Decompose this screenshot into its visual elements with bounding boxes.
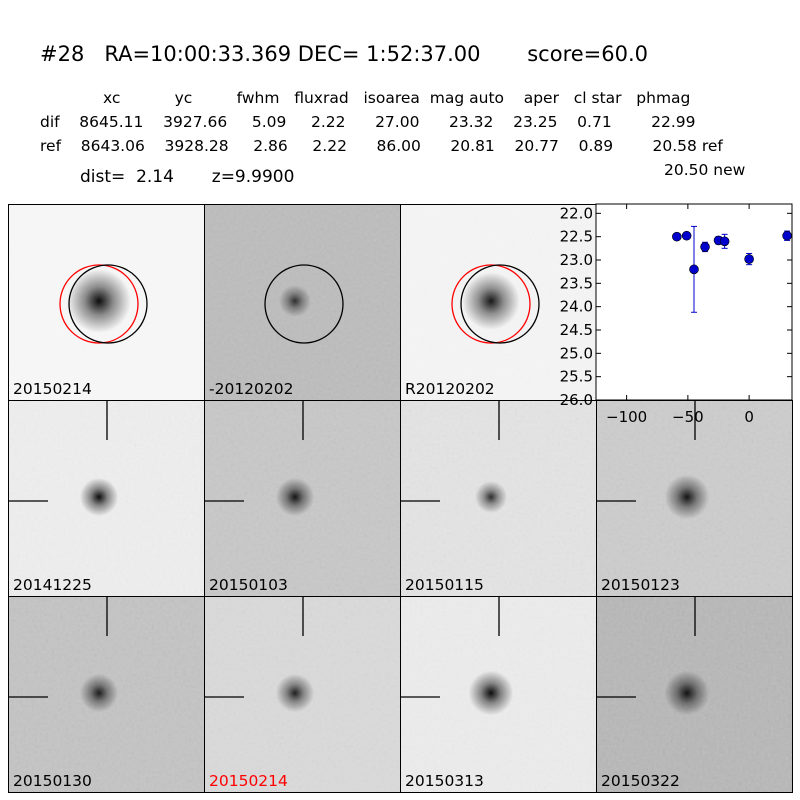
stamp-date-label: -20120202 <box>209 380 294 398</box>
source-blob <box>79 477 119 517</box>
image-stamp: 20150130 <box>8 596 205 793</box>
stamp-date-label: 20150214 <box>209 772 288 790</box>
image-stamp: 20150322 <box>596 596 793 793</box>
source-blob <box>664 474 710 520</box>
table-header: xc yc fwhm fluxrad isoarea mag auto aper… <box>103 89 691 107</box>
image-stamp: 20150103 <box>204 400 401 597</box>
stamp-date-label: 20150214 <box>13 380 92 398</box>
image-stamp: 20150214 <box>8 204 205 401</box>
y-tick-label: 23.0 <box>560 251 593 269</box>
data-point <box>744 254 754 264</box>
table-row-ref: ref 8643.06 3928.28 2.86 2.22 86.00 20.8… <box>40 137 723 155</box>
black-aperture-circle <box>68 264 148 344</box>
y-tick-label: 25.0 <box>560 344 593 362</box>
data-point <box>792 221 800 230</box>
data-point <box>700 242 710 252</box>
source-blob <box>475 481 507 513</box>
red-aperture-circle <box>59 264 139 344</box>
x-tick-label: −50 <box>672 408 704 426</box>
dist-z-line: dist= 2.14 z=9.9900 <box>80 167 295 187</box>
x-tick-label: −100 <box>606 408 647 426</box>
source-blob <box>664 670 710 716</box>
black-aperture-circle <box>264 264 344 344</box>
source-blob <box>468 670 514 716</box>
page-title: #28 RA=10:00:33.369 DEC= 1:52:37.00 scor… <box>40 42 649 66</box>
y-tick-label: 22.5 <box>560 228 593 246</box>
data-point <box>672 231 682 242</box>
source-blob <box>275 673 315 713</box>
stamp-date-label: 20150115 <box>405 576 484 594</box>
stamp-date-label: 20150103 <box>209 576 288 594</box>
table-row-dif: dif 8645.11 3927.66 5.09 2.22 27.00 23.3… <box>40 113 696 131</box>
stamp-date-label: 20150130 <box>13 772 92 790</box>
image-stamp: 20141225 <box>8 400 205 597</box>
data-point <box>681 230 692 241</box>
stamp-date-label: 20150322 <box>601 772 680 790</box>
y-tick-label: 25.5 <box>560 368 593 386</box>
new-mag-line: 20.50 new <box>664 161 746 179</box>
source-blob <box>79 673 119 713</box>
source-blob <box>67 269 131 333</box>
stamp-date-label: R20120202 <box>405 380 495 398</box>
black-aperture-circle <box>460 264 540 344</box>
image-stamp: 20150313 <box>400 596 597 793</box>
y-tick-label: 26.0 <box>560 391 593 409</box>
source-blob <box>462 272 520 330</box>
data-point <box>719 236 730 247</box>
stamp-date-label: 20150313 <box>405 772 484 790</box>
y-tick-label: 22.0 <box>560 204 593 222</box>
image-stamp: 20150214 <box>204 596 401 793</box>
source-blob <box>279 285 311 317</box>
image-stamp: 20150115 <box>400 400 597 597</box>
source-blob <box>275 477 315 517</box>
y-tick-label: 24.0 <box>560 298 593 316</box>
y-tick-label: 23.5 <box>560 274 593 292</box>
image-stamp: -20120202 <box>204 204 401 401</box>
image-stamp: R20120202 <box>400 204 597 401</box>
stamp-date-label: 20150123 <box>601 576 680 594</box>
data-point <box>782 230 792 241</box>
stamp-date-label: 20141225 <box>13 576 92 594</box>
image-stamp: 20150123 <box>596 400 793 597</box>
y-tick-label: 24.5 <box>560 321 593 339</box>
data-point <box>689 264 699 275</box>
x-tick-label: 0 <box>744 408 754 426</box>
red-aperture-circle <box>451 264 531 344</box>
